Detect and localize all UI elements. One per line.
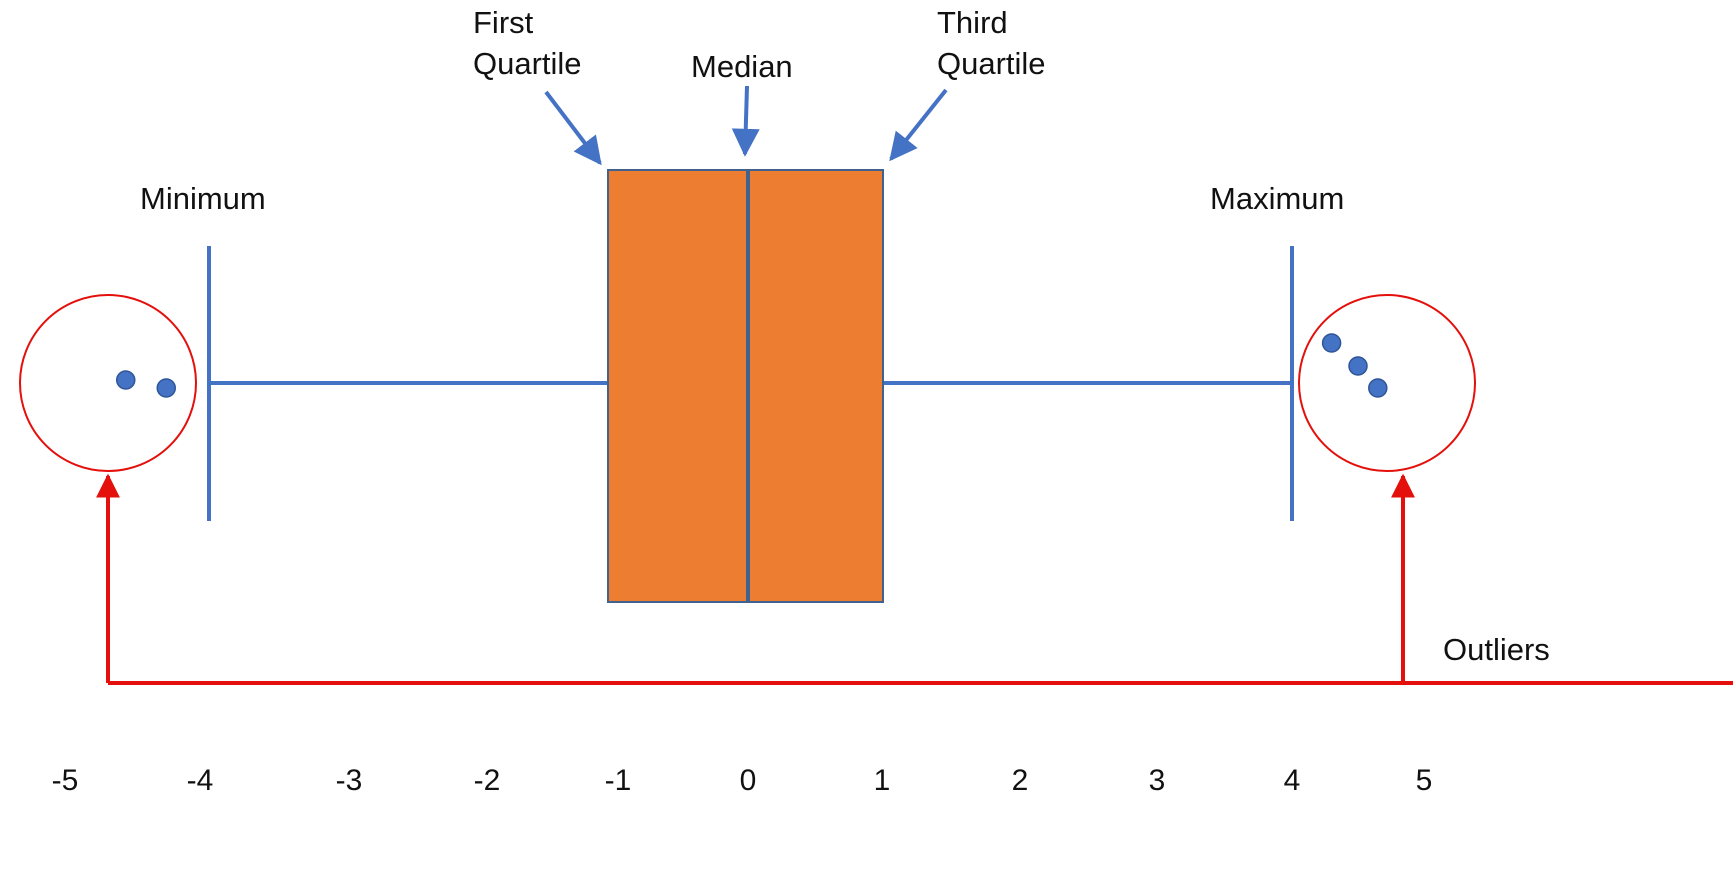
- axis-tick-label: 4: [1284, 764, 1301, 797]
- maximum-label: Maximum: [1210, 181, 1344, 216]
- box-lower-half: [607, 169, 748, 603]
- axis-tick-label: -5: [52, 764, 79, 797]
- third-quartile-arrow: [889, 88, 948, 162]
- axis-tick-label: 5: [1416, 764, 1433, 797]
- axis-tick-label: 0: [740, 764, 757, 797]
- axis-tick-label: 3: [1149, 764, 1166, 797]
- outliers-low-circle: [19, 294, 197, 472]
- outliers-high-circle: [1298, 294, 1476, 472]
- first-quartile-label-line2: Quartile: [473, 46, 582, 81]
- minimum-label: Minimum: [140, 181, 266, 216]
- box-upper-half: [748, 169, 884, 603]
- axis-tick-label: 1: [874, 764, 891, 797]
- outliers-label: Outliers: [1443, 632, 1550, 667]
- axis-tick-label: 2: [1012, 764, 1029, 797]
- outlier-point: [116, 370, 136, 390]
- median-arrow: [731, 85, 760, 157]
- axis-tick-label: -3: [336, 764, 363, 797]
- outlier-point: [1348, 356, 1368, 376]
- axis-tick-label: -4: [187, 764, 214, 797]
- axis-tick-label: -1: [605, 764, 632, 797]
- axis-tick-labels: -5 -4 -3 -2 -1 0 1 2 3 4 5: [52, 764, 1433, 797]
- outlier-point: [156, 378, 176, 398]
- first-quartile-label-line1: First: [473, 5, 534, 40]
- outlier-points: [116, 333, 1388, 398]
- third-quartile-label-line2: Quartile: [937, 46, 1046, 81]
- axis-tick-label: -2: [474, 764, 501, 797]
- first-quartile-arrow: [544, 90, 602, 166]
- outlier-point: [1321, 333, 1342, 353]
- median-label: Median: [691, 49, 793, 84]
- outlier-point: [1368, 378, 1388, 398]
- third-quartile-label-line1: Third: [937, 5, 1008, 40]
